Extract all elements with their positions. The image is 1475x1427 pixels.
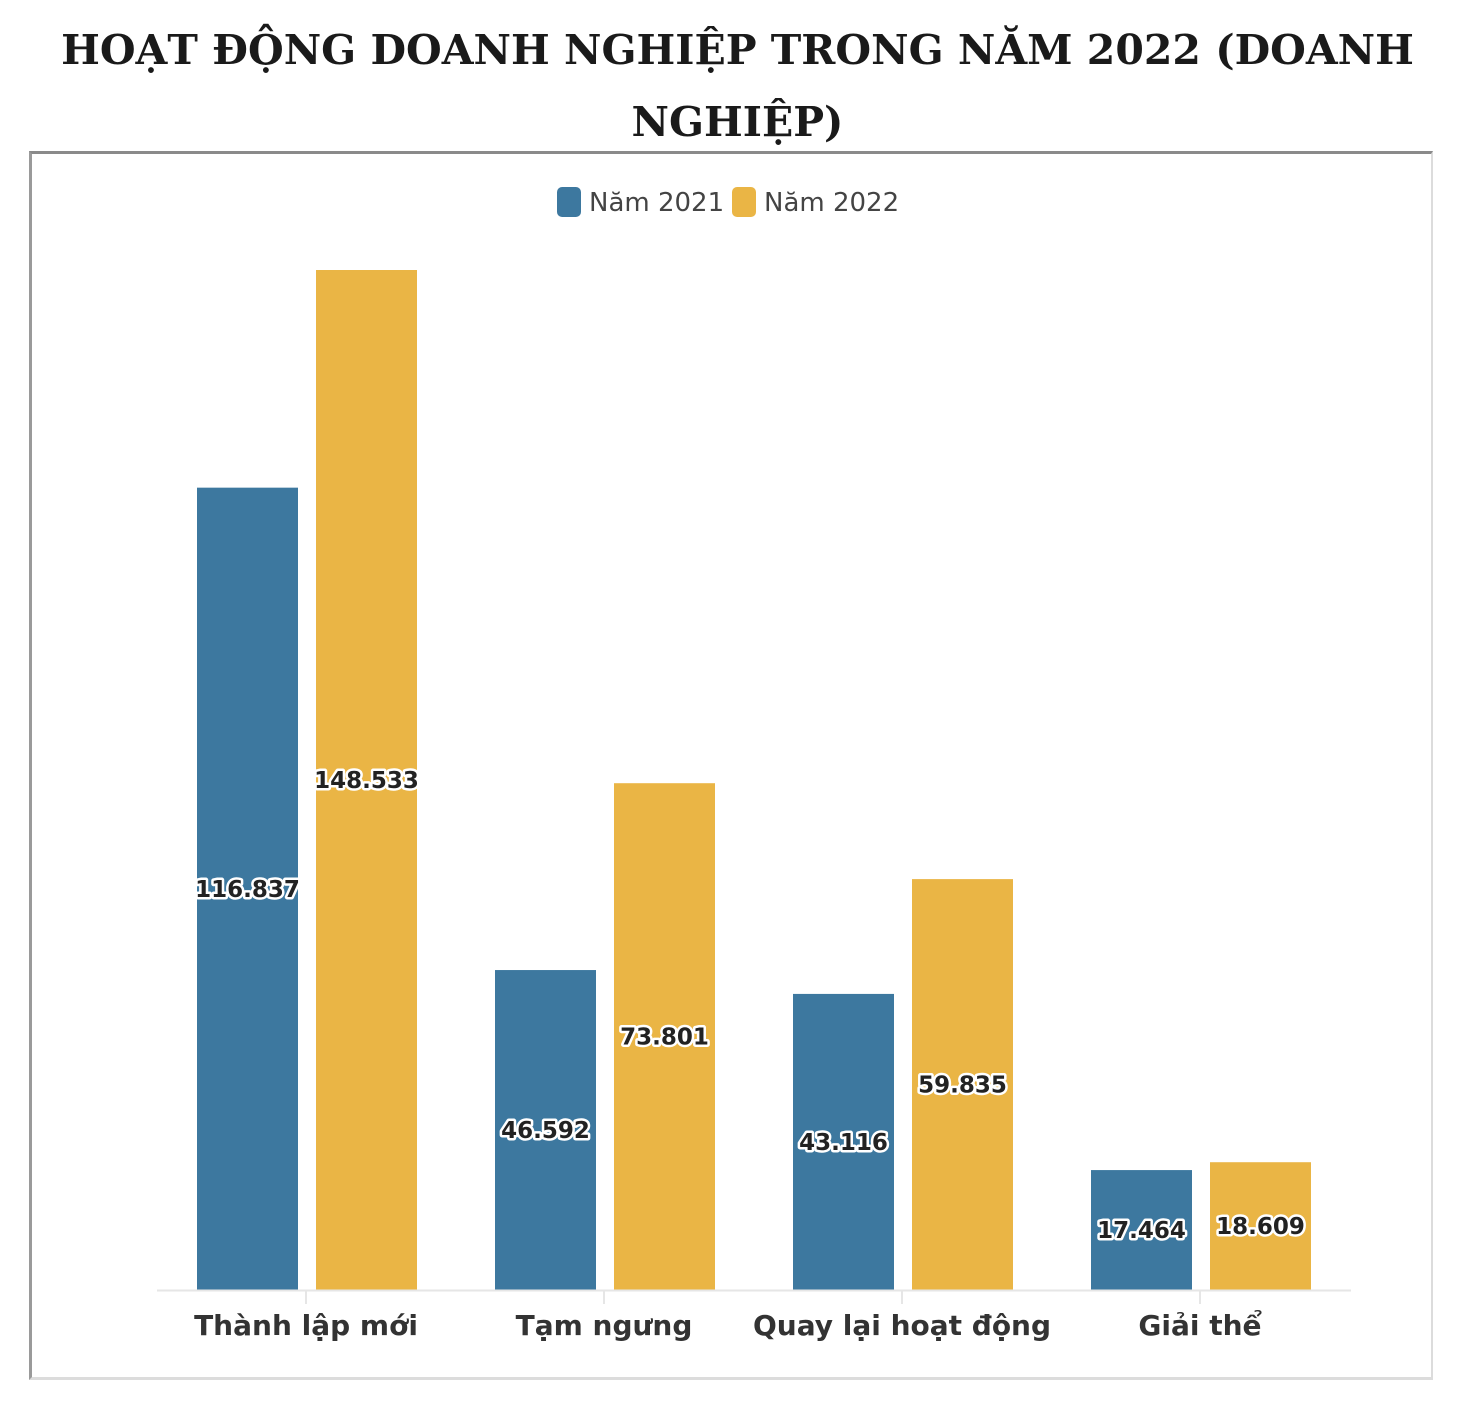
category-label-quay-lai-hoat-dong: Quay lại hoạt động <box>753 1309 1051 1342</box>
legend-swatch-nam-2022 <box>732 187 756 217</box>
legend-label-nam-2021: Năm 2021 <box>589 188 724 218</box>
chart-title: HOẠT ĐỘNG DOANH NGHIỆP TRONG NĂM 2022 (D… <box>61 26 1414 146</box>
bars <box>197 270 1311 1291</box>
data-label-nam-2022-quay-lai-hoat-dong: 59.835 <box>918 1073 1007 1099</box>
category-label-thanh-lap-moi: Thành lập mới <box>194 1309 418 1342</box>
data-label-nam-2021-quay-lai-hoat-dong: 43.116 <box>799 1130 888 1156</box>
data-label-nam-2022-giai-the: 18.609 <box>1216 1214 1305 1240</box>
bar-nam-2021-giai-the <box>1091 1170 1192 1290</box>
bar-nam-2021-thanh-lap-moi <box>197 487 298 1291</box>
category-label-tam-ngung: Tạm ngưng <box>516 1309 693 1342</box>
legend-swatch-nam-2021 <box>557 187 581 217</box>
data-label-nam-2021-giai-the: 17.464 <box>1097 1218 1186 1244</box>
data-label-nam-2021-tam-ngung: 46.592 <box>501 1118 590 1144</box>
bar-nam-2022-thanh-lap-moi <box>316 270 417 1290</box>
x-axis: Thành lập mới Tạm ngưng Quay lại hoạt động… <box>157 1289 1351 1342</box>
category-label-giai-the: Giải thể <box>1138 1308 1262 1342</box>
data-label-nam-2022-tam-ngung: 73.801 <box>620 1025 709 1051</box>
data-label-nam-2021-thanh-lap-moi: 116.837 <box>195 877 300 903</box>
data-labels: 116.837 148.533 46.592 73.801 43.116 59.835 17… <box>193 766 1308 1247</box>
data-label-nam-2022-thanh-lap-moi: 148.533 <box>314 768 419 794</box>
bar-nam-2022-giai-the <box>1210 1162 1311 1290</box>
bar-nam-2021-quay-lai-hoat-dong <box>793 993 894 1290</box>
legend-label-nam-2022: Năm 2022 <box>764 188 899 218</box>
bar-nam-2022-quay-lai-hoat-dong <box>912 879 1013 1290</box>
legend: Năm 2021 Năm 2022 <box>557 187 899 218</box>
bar-nam-2022-tam-ngung <box>614 783 715 1290</box>
bar-nam-2021-tam-ngung <box>495 970 596 1290</box>
